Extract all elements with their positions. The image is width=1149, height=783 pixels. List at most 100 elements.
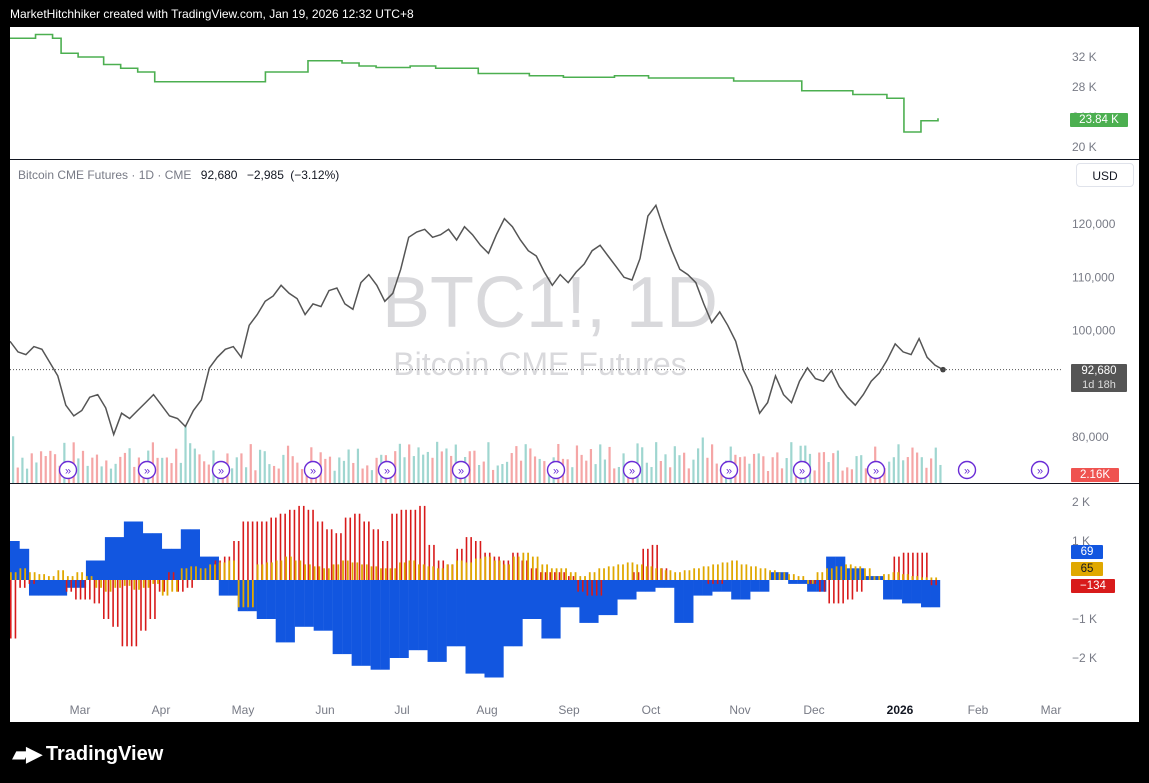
volume-bar (296, 462, 299, 483)
gold-histogram-bar (707, 566, 710, 580)
gold-histogram-bar (688, 570, 691, 580)
volume-bar (245, 467, 248, 483)
gold-histogram-bar (712, 564, 715, 580)
red-histogram-bar (340, 533, 342, 580)
volume-bar (496, 465, 499, 483)
gold-histogram-bar (650, 566, 653, 580)
x-axis-label: Jun (315, 703, 334, 717)
gold-histogram-bar (142, 580, 145, 588)
red-histogram-bar (344, 517, 347, 580)
red-histogram-bar (168, 572, 170, 580)
red-histogram-bar (470, 537, 472, 580)
event-marker-icon (377, 460, 397, 480)
gold-histogram-bar (10, 572, 12, 580)
bottom-y-tick: 2 K (1072, 495, 1090, 509)
volume-bar (580, 454, 583, 483)
price-last-tag: 92,680 1d 18h (1071, 364, 1127, 392)
currency-button[interactable]: USD (1076, 163, 1134, 187)
red-histogram-bar (391, 513, 393, 580)
blue-histogram-bar (19, 548, 30, 580)
volume-bar (780, 468, 784, 483)
volume-bar (645, 462, 648, 483)
gold-histogram-bar (280, 560, 283, 580)
gold-histogram-bar (788, 574, 790, 580)
volume-bar (184, 425, 187, 483)
gold-histogram-bar (911, 576, 914, 580)
volume-bar (701, 437, 704, 483)
red-histogram-bar (433, 544, 435, 580)
volume-bar (692, 459, 695, 483)
volume-bar (571, 467, 574, 483)
gold-histogram-bar (664, 570, 667, 580)
red-histogram-bar (377, 529, 379, 580)
gold-histogram-bar (645, 566, 648, 580)
gold-histogram-bar (166, 580, 169, 596)
red-histogram-bar (935, 580, 937, 586)
red-histogram-bar (354, 513, 356, 580)
gold-histogram-bar (100, 580, 102, 588)
gold-histogram-bar (19, 568, 22, 580)
event-marker-glyph: » (799, 466, 805, 478)
gold-histogram-bar (512, 556, 515, 580)
blue-histogram-bar (664, 580, 675, 588)
blue-histogram-bar (171, 548, 182, 580)
volume-bar (659, 460, 662, 483)
volume-bar (249, 444, 252, 483)
red-histogram-bar (89, 580, 91, 600)
red-histogram-bar (409, 509, 412, 580)
blue-histogram-bar (731, 580, 741, 600)
top-indicator-pane: 32 K28 K24 K20 K (10, 33, 1097, 154)
gold-histogram-bar (275, 560, 278, 580)
volume-bar (925, 467, 928, 483)
volume-bar (300, 469, 304, 483)
volume-bar (524, 444, 527, 483)
gold-histogram-bar (76, 572, 79, 580)
red-histogram-bar (84, 580, 86, 600)
red-histogram-bar (349, 517, 352, 580)
pane-separator[interactable] (10, 159, 1139, 160)
gold-histogram-bar (579, 576, 582, 580)
red-histogram-bar (902, 552, 905, 580)
pane-separator[interactable] (10, 483, 1139, 484)
red-histogram-bar (186, 580, 189, 588)
gold-histogram-bar (109, 580, 112, 592)
gold-histogram-bar (892, 572, 895, 580)
symbol-legend[interactable]: Bitcoin CME Futures · 1D · CME 92,680 −2… (18, 168, 340, 182)
gold-histogram-bar (508, 564, 511, 580)
gold-histogram-bar (365, 564, 368, 580)
gold-histogram-bar (256, 564, 259, 580)
volume-bar (743, 456, 746, 483)
volume-bar (151, 442, 154, 483)
volume-bar (510, 453, 513, 483)
red-histogram-bar (837, 580, 840, 604)
legend-change-pct: (−3.12%) (290, 168, 340, 182)
gold-histogram-bar (389, 568, 392, 580)
blue-histogram-bar (114, 537, 125, 580)
red-histogram-bar (275, 517, 277, 580)
gold-value-tag: 65 (1071, 562, 1103, 576)
gold-histogram-bar (195, 566, 197, 580)
red-histogram-bar (642, 548, 644, 580)
red-histogram-bar (335, 533, 338, 580)
blue-histogram-bar (275, 580, 286, 643)
gold-histogram-bar (251, 580, 254, 608)
gold-histogram-bar (498, 560, 501, 580)
red-histogram-bar (577, 580, 579, 592)
gold-histogram-bar (921, 577, 923, 580)
blue-histogram-bar (152, 533, 163, 580)
gold-histogram-bar (299, 560, 302, 580)
volume-bar (478, 464, 481, 483)
volume-bar (440, 451, 443, 483)
red-histogram-bar (312, 509, 314, 580)
event-marker-icon (303, 460, 323, 480)
brand-name: TradingView (45, 742, 164, 765)
volume-bar (347, 449, 350, 483)
gold-histogram-bar (337, 564, 340, 580)
volume-bar (128, 448, 131, 483)
gold-histogram-bar (493, 560, 496, 580)
time-axis: Mar Apr May Jun Jul Aug Sep Oct Nov Dec 2026 Feb Mar (70, 703, 1062, 717)
volume-bar (282, 454, 285, 483)
gold-histogram-bar (180, 568, 183, 580)
red-histogram-bar (112, 580, 114, 627)
